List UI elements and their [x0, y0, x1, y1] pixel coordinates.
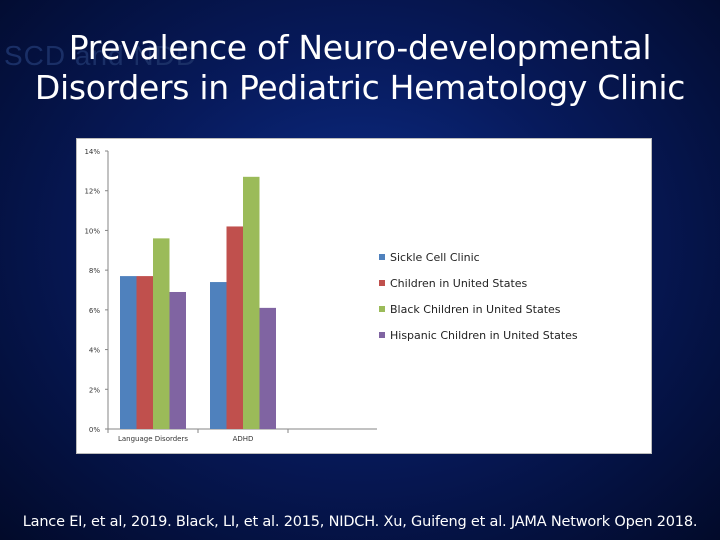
citation-footer: Lance EI, et al, 2019. Black, LI, et al.… [22, 514, 698, 530]
bar-2-2 [226, 226, 243, 429]
chart-panel: 0% 2% 4% 6% 8% 10% 12% 14% Language Disorders ADH… [76, 138, 652, 454]
bar-1-1 [120, 276, 137, 429]
legend-label-1: Sickle Cell Clinic [390, 251, 480, 264]
bar-3-1 [153, 238, 170, 429]
title-line-2: Disorders in Pediatric Hematology Clinic [34, 68, 686, 108]
bar-3-2 [243, 176, 260, 429]
bar-4-1 [169, 291, 186, 429]
y-tick-label: 8% [89, 267, 100, 275]
legend-swatch-2 [379, 280, 385, 286]
legend-swatch-1 [379, 254, 385, 260]
y-tick-label: 4% [89, 347, 100, 355]
y-tick-label: 12% [84, 188, 100, 196]
y-tick-label: 6% [89, 307, 100, 315]
title-line-1: Prevalence of Neuro-developmental [68, 28, 652, 68]
y-tick-label: 0% [89, 426, 100, 434]
bar-4-2 [259, 307, 276, 429]
bar-2-1 [136, 276, 153, 429]
x-category-label: ADHD [233, 435, 254, 443]
y-tick-label: 10% [84, 227, 100, 235]
bar-1-2 [210, 282, 227, 429]
legend-label-2: Children in United States [390, 277, 528, 290]
legend-swatch-4 [379, 332, 385, 338]
bar-chart: 0% 2% 4% 6% 8% 10% 12% 14% Language Disorders ADH… [84, 148, 578, 443]
slide-title: Prevalence of Neuro-developmental Disord… [0, 28, 720, 108]
ghost-heading: SCD and NDD [4, 40, 198, 71]
y-tick-label: 14% [84, 148, 100, 156]
legend-label-3: Black Children in United States [390, 303, 561, 316]
x-category-label: Language Disorders [118, 435, 188, 443]
legend-swatch-3 [379, 306, 385, 312]
legend-label-4: Hispanic Children in United States [390, 329, 578, 342]
y-tick-label: 2% [89, 386, 100, 394]
